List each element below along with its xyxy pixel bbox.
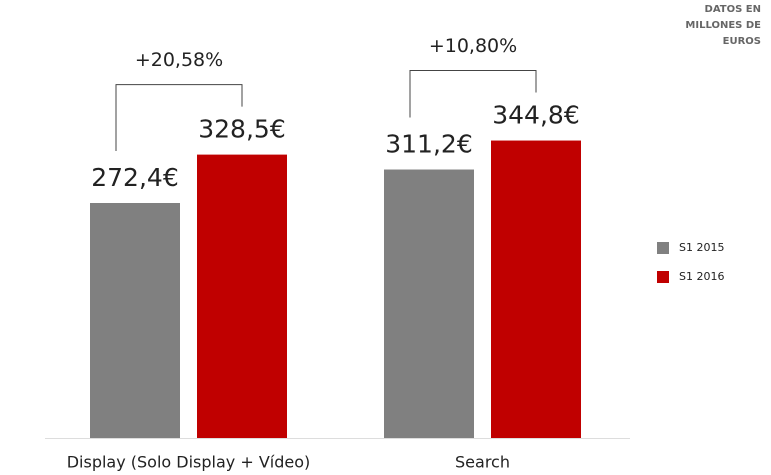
change-label: +10,80% [429, 35, 517, 57]
change-bracket [115, 84, 243, 152]
legend-label: S1 2016 [679, 270, 724, 283]
bar [384, 169, 474, 438]
bar [491, 140, 581, 438]
unit-note: DATOS EN MILLONES DE EUROS [685, 4, 761, 47]
value-label: 328,5€ [198, 115, 285, 144]
change-bracket [409, 70, 537, 118]
x-tick-label: Search [455, 453, 510, 472]
value-label: 344,8€ [492, 101, 579, 130]
legend-label: S1 2015 [679, 241, 724, 254]
bar [90, 203, 180, 438]
bar [197, 154, 287, 439]
x-tick-label: Display (Solo Display + Vídeo) [67, 453, 311, 472]
legend-swatch [657, 242, 669, 254]
value-label: 311,2€ [385, 130, 472, 159]
change-label: +20,58% [135, 49, 223, 71]
legend-swatch [657, 271, 669, 283]
value-label: 272,4€ [91, 163, 178, 192]
